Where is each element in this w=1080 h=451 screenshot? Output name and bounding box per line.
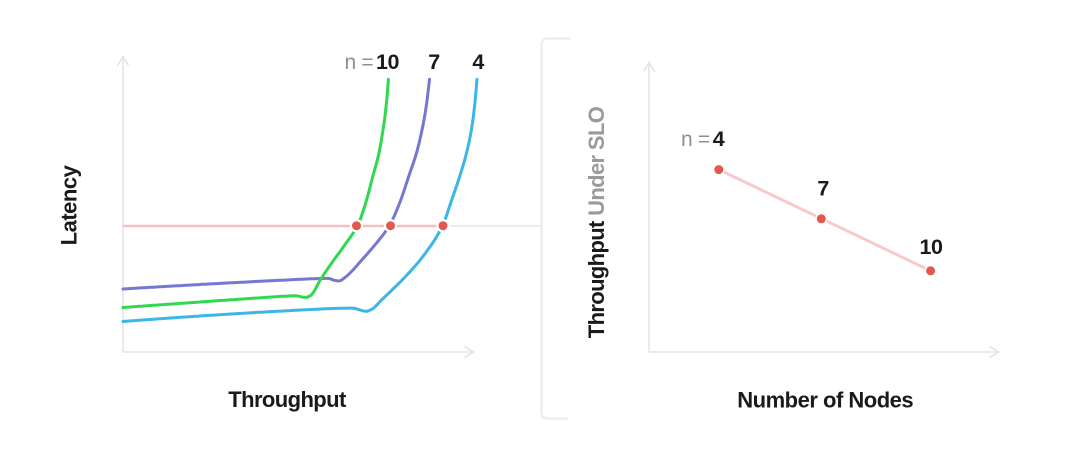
svg-text:7: 7 bbox=[817, 176, 829, 200]
svg-text:7: 7 bbox=[428, 50, 440, 74]
svg-text:4: 4 bbox=[713, 127, 725, 151]
svg-text:n =: n = bbox=[681, 128, 710, 151]
svg-text:n =: n = bbox=[345, 51, 374, 74]
svg-text:10: 10 bbox=[920, 235, 943, 259]
svg-text:Latency: Latency bbox=[57, 164, 82, 245]
svg-text:Throughput Under SLO: Throughput Under SLO bbox=[584, 106, 609, 338]
svg-text:10: 10 bbox=[376, 50, 399, 74]
svg-text:Number of Nodes: Number of Nodes bbox=[737, 388, 913, 413]
svg-text:4: 4 bbox=[472, 50, 484, 74]
svg-text:Throughput: Throughput bbox=[228, 387, 347, 412]
